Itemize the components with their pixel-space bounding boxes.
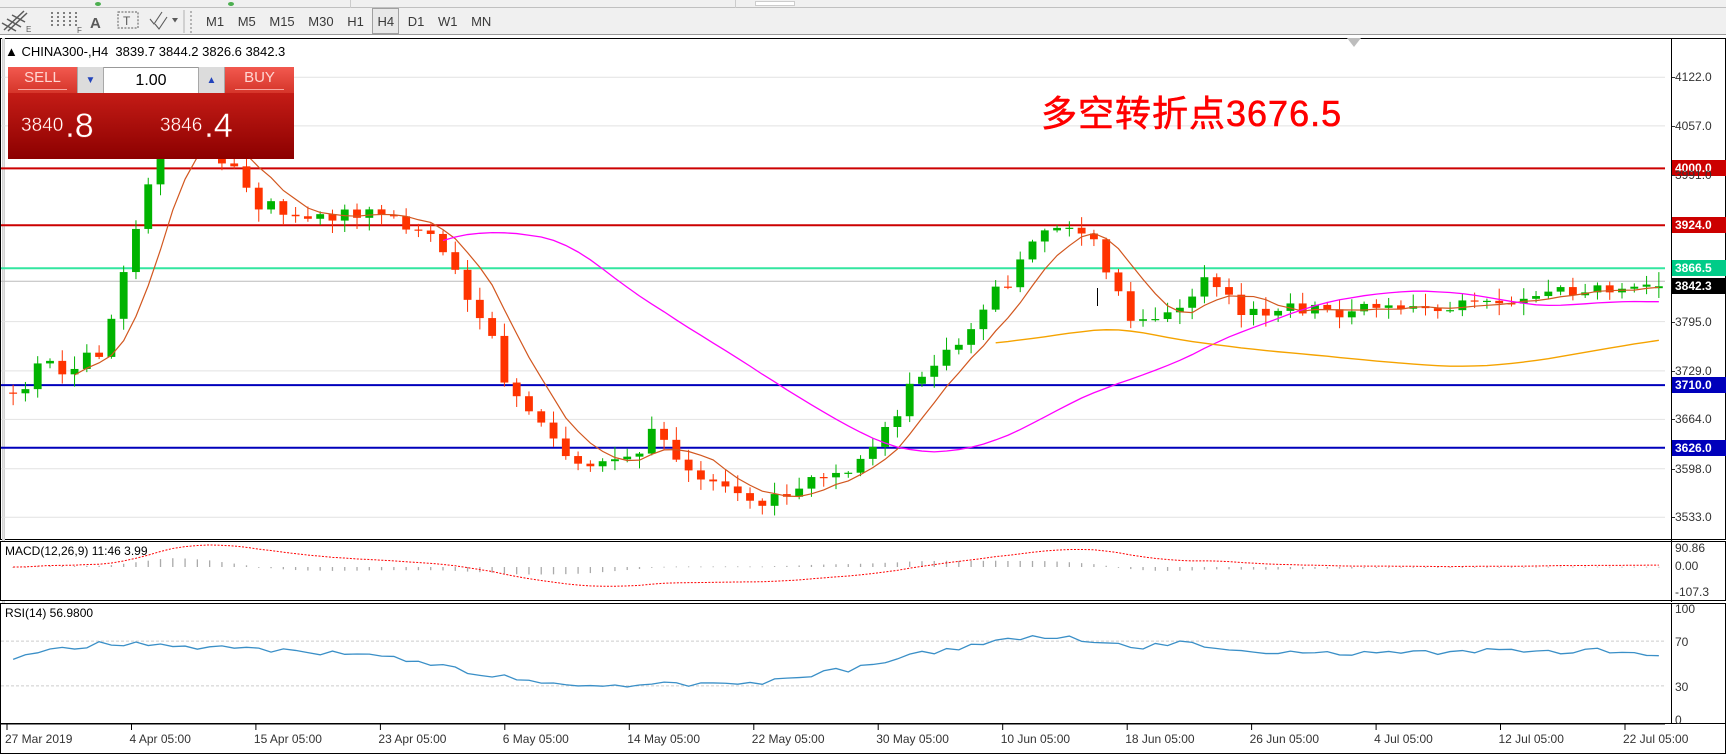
svg-text:F: F (77, 26, 82, 35)
svg-text:E: E (26, 25, 31, 34)
svg-text:A: A (90, 15, 101, 32)
svg-text:T: T (123, 14, 131, 28)
